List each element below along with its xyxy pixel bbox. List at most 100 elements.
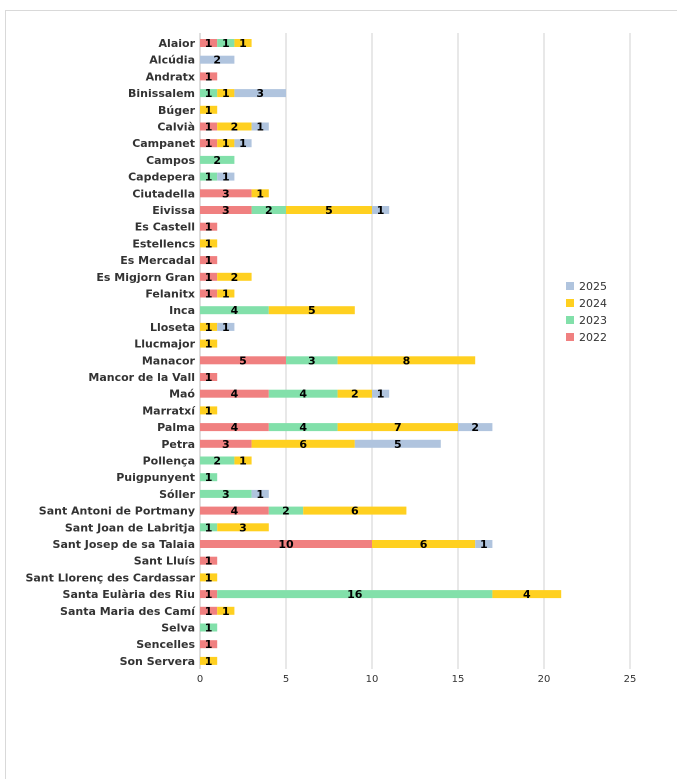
bar-2022-andratx: [200, 72, 218, 81]
bar-2022-campanet: [200, 139, 218, 148]
category-label-buger: Búger: [158, 104, 196, 117]
bar-2024-estellencs: [200, 239, 218, 248]
data-label-2022-sant-lluis: 1: [205, 555, 213, 568]
category-label-sant-antoni-de-portmany: Sant Antoni de Portmany: [39, 505, 195, 518]
bar-2023-binissalem: [200, 89, 218, 98]
bar-2022-petra: [200, 439, 252, 448]
bar-2025-capdepera: [217, 172, 235, 181]
data-label-2025-palma: 2: [471, 421, 479, 434]
data-label-2024-calvia: 2: [231, 121, 239, 134]
bar-2023-manacor: [286, 356, 338, 365]
category-label-llucmajor: Llucmajor: [134, 338, 195, 351]
data-label-2022-andratx: 1: [205, 70, 213, 83]
bar-2023-santa-eularia-des-riu: [217, 590, 493, 599]
data-label-2024-alaior: 1: [239, 37, 247, 50]
chart-frame: [5, 10, 677, 779]
bar-2024-pollenca: [234, 456, 252, 465]
data-label-2022-santa-maria-des-cami: 1: [205, 605, 213, 618]
bar-2022-palma: [200, 423, 269, 432]
category-label-santa-eularia-des-riu: Santa Eulària des Riu: [63, 588, 195, 601]
data-label-2022-palma: 4: [231, 421, 239, 434]
category-label-manacor: Manacor: [142, 354, 196, 367]
data-label-2024-inca: 5: [308, 304, 316, 317]
data-label-2022-felanitx: 1: [205, 288, 213, 301]
x-tick-label: 20: [538, 674, 551, 685]
data-label-2022-ciutadella: 3: [222, 187, 230, 200]
bar-2024-sant-josep-de-sa-talaia: [372, 540, 476, 548]
bar-2023-puigpunyent: [200, 473, 218, 482]
bar-2022-ciutadella: [200, 189, 252, 198]
data-label-2025-eivissa: 1: [377, 204, 385, 217]
data-label-2025-mao: 1: [377, 388, 385, 401]
category-label-es-migjorn-gran: Es Migjorn Gran: [96, 271, 195, 284]
bar-2024-petra: [251, 439, 355, 448]
bar-2022-sencelles: [200, 640, 218, 649]
category-label-petra: Petra: [161, 438, 195, 451]
legend-swatch-2023: [566, 316, 574, 324]
bar-2025-petra: [354, 439, 441, 448]
bar-2023-selva: [200, 623, 218, 632]
bar-2022-es-migjorn-gran: [200, 272, 218, 281]
bar-2023-sant-antoni-de-portmany: [268, 506, 304, 515]
bar-2024-son-servera: [200, 656, 218, 665]
data-label-2025-lloseta: 1: [222, 321, 230, 334]
data-label-2022-sant-josep-de-sa-talaia: 10: [278, 538, 294, 551]
category-label-alcudia: Alcúdia: [149, 54, 195, 67]
category-label-pollenca: Pollença: [143, 455, 195, 468]
category-label-capdepera: Capdepera: [128, 171, 195, 184]
bar-2022-manacor: [200, 356, 286, 365]
legend-swatch-2025: [566, 282, 574, 290]
data-label-2024-palma: 7: [394, 421, 402, 434]
data-label-2024-lloseta: 1: [205, 321, 213, 334]
bar-2025-calvia: [251, 122, 269, 131]
data-label-2023-capdepera: 1: [205, 171, 213, 184]
data-label-2022-mao: 4: [231, 388, 239, 401]
category-label-sant-llorenc-des-cardassar: Sant Llorenç des Cardassar: [25, 571, 195, 584]
bar-2022-sant-josep-de-sa-talaia: [200, 540, 372, 548]
x-tick-label: 0: [197, 674, 203, 685]
data-label-2024-ciutadella: 1: [256, 187, 264, 200]
bar-2022-sant-lluis: [200, 556, 218, 565]
bars: [200, 39, 562, 665]
category-label-sencelles: Sencelles: [136, 638, 195, 651]
bar-2024-campanet: [217, 139, 235, 148]
bar-2024-sant-joan-de-labritja: [217, 523, 269, 532]
data-label-2022-calvia: 1: [205, 121, 213, 134]
bar-2024-es-migjorn-gran: [217, 272, 252, 281]
data-label-2024-pollenca: 1: [239, 455, 247, 468]
data-label-2025-binissalem: 3: [256, 87, 264, 100]
category-label-soller: Sóller: [159, 488, 195, 501]
bar-2024-palma: [337, 423, 458, 432]
data-label-2024-petra: 6: [299, 438, 307, 451]
data-label-2023-sant-antoni-de-portmany: 2: [282, 505, 290, 518]
bar-2024-llucmajor: [200, 339, 218, 348]
category-label-ciutadella: Ciutadella: [132, 187, 195, 200]
legend-label-2024: 2024: [579, 297, 607, 310]
category-label-lloseta: Lloseta: [150, 321, 195, 334]
bar-2025-binissalem: [234, 89, 286, 98]
bar-2022-eivissa: [200, 206, 252, 214]
data-label-2023-binissalem: 1: [205, 87, 213, 100]
bar-2025-sant-josep-de-sa-talaia: [475, 540, 493, 548]
data-label-2023-manacor: 3: [308, 354, 316, 367]
legend-swatch-2022: [566, 333, 574, 341]
data-label-2024-eivissa: 5: [325, 204, 333, 217]
data-label-2024-marratxi: 1: [205, 404, 213, 417]
data-label-2023-pollenca: 2: [213, 455, 221, 468]
bar-2024-binissalem: [217, 89, 235, 98]
bar-2025-soller: [251, 489, 269, 498]
bar-2024-buger: [200, 105, 218, 114]
bar-2024-lloseta: [200, 322, 218, 331]
data-label-2023-palma: 4: [299, 421, 307, 434]
category-label-mao: Maó: [169, 388, 195, 401]
data-label-2024-sant-llorenc-des-cardassar: 1: [205, 571, 213, 584]
data-label-2022-campanet: 1: [205, 137, 213, 150]
data-label-2023-alaior: 1: [222, 37, 230, 50]
data-label-2022-es-migjorn-gran: 1: [205, 271, 213, 284]
bar-2025-campanet: [234, 139, 252, 148]
category-label-campos: Campos: [146, 154, 195, 167]
bar-2022-mancor-de-la-vall: [200, 373, 218, 381]
bar-2022-felanitx: [200, 289, 218, 298]
data-label-2025-soller: 1: [256, 488, 264, 501]
x-tick-label: 5: [283, 674, 289, 685]
